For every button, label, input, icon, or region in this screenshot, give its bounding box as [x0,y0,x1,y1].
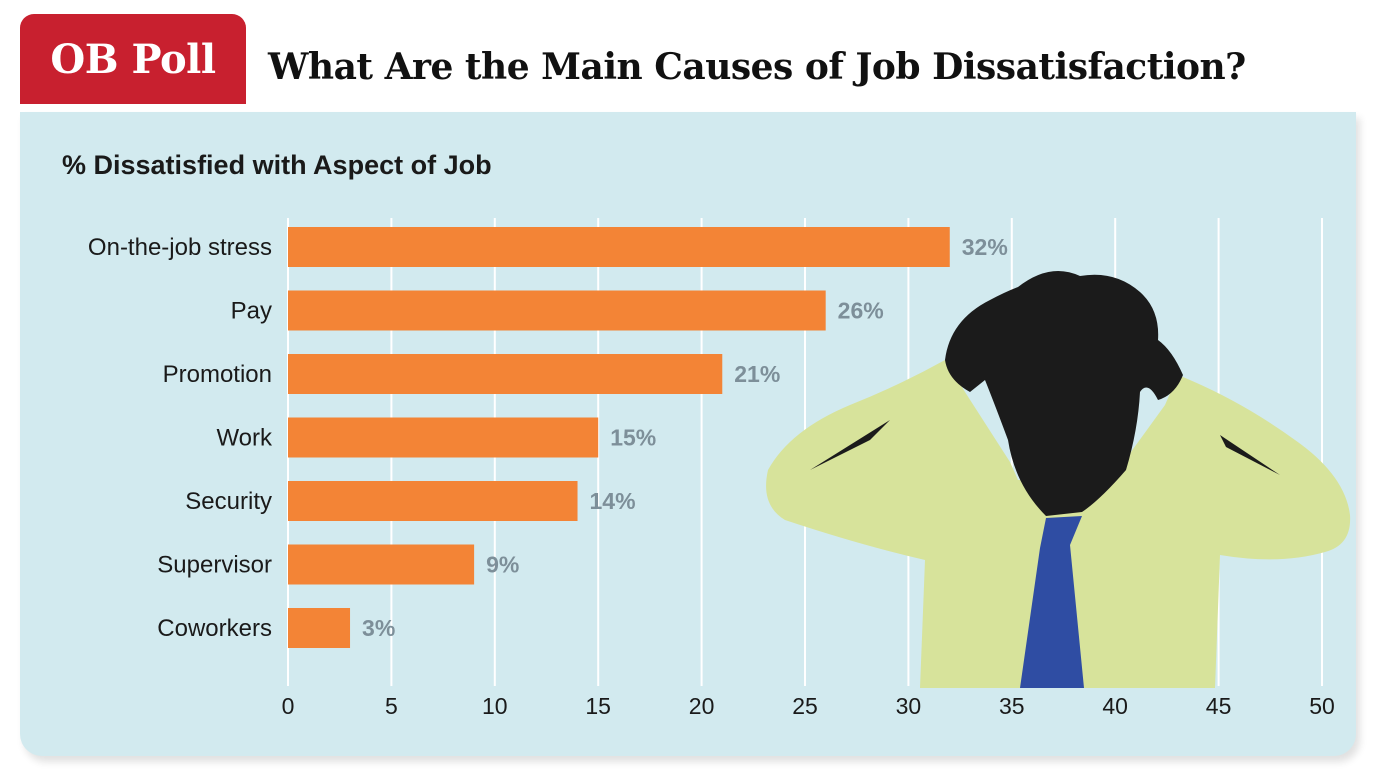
x-tick-label: 20 [689,693,715,719]
category-label: Security [185,488,272,515]
category-label: Work [216,425,273,452]
category-label: Supervisor [157,552,272,579]
bar [288,227,950,267]
value-label: 14% [590,488,636,514]
category-label: Promotion [163,361,272,388]
value-label: 32% [962,234,1008,260]
stressed-man-icon [766,270,1351,688]
value-label: 21% [734,361,780,387]
x-tick-label: 15 [585,693,611,719]
bar [288,354,723,394]
category-labels: On-the-job stress Pay Promotion Work Securit… [88,234,273,642]
bar [288,608,351,648]
x-tick-label: 50 [1309,693,1335,719]
value-label: 3% [362,615,395,641]
value-label: 9% [486,552,519,578]
chart-title: % Dissatisfied with Aspect of Job [62,150,492,180]
x-tick-label: 10 [482,693,508,719]
x-tick-labels: 0 5 10 15 20 25 30 35 40 45 50 [282,693,1335,719]
value-labels: 32% 26% 21% 15% 14% 9% 3% [362,234,1008,641]
bar [288,481,578,521]
category-label: Pay [231,298,272,325]
x-tick-label: 5 [385,693,398,719]
x-tick-label: 25 [792,693,818,719]
bar [288,290,826,331]
category-label: On-the-job stress [88,234,272,261]
badge-label: OB Poll [50,36,216,83]
bar [288,417,599,458]
value-label: 15% [610,425,656,451]
x-tick-label: 45 [1206,693,1232,719]
page-title: What Are the Main Causes of Job Dissatis… [268,46,1246,88]
poll-badge: OB Poll [20,14,246,104]
x-tick-label: 30 [896,693,922,719]
value-label: 26% [838,298,884,324]
category-label: Coworkers [157,615,272,642]
x-tick-label: 35 [999,693,1025,719]
bar [288,544,475,585]
x-tick-label: 40 [1102,693,1128,719]
x-tick-label: 0 [282,693,295,719]
bars [288,227,950,648]
